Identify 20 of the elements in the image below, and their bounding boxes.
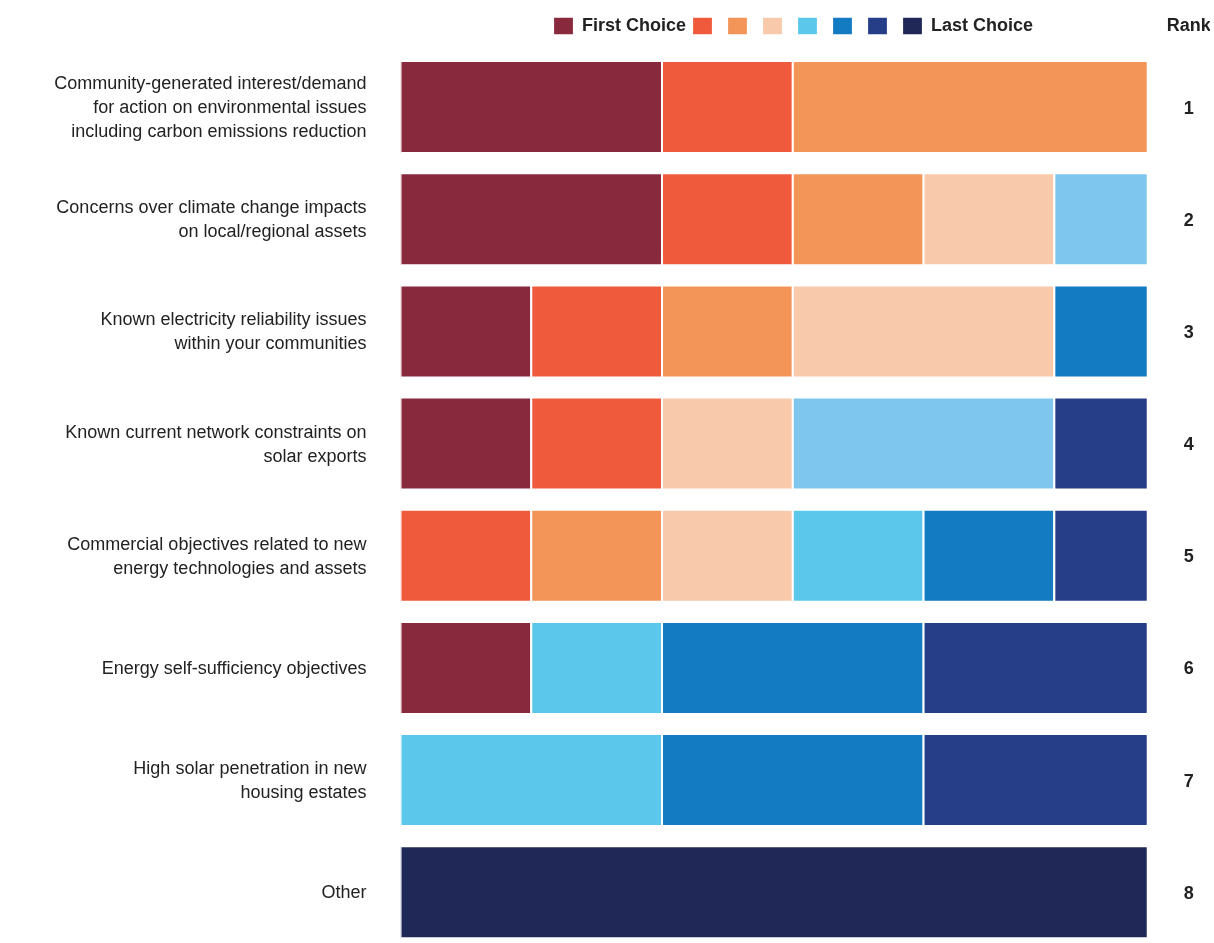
text: 3 (1183, 321, 1194, 342)
y-tick-label: Community-generated interest/demand for action on environmental issues including carbon emissions reduction (54, 73, 367, 142)
y-tick-label: Commercial objectives related to new energy technologies and assets (67, 533, 368, 578)
y-tick-label: Other (321, 882, 367, 903)
y-tick-label: High solar penetration in new housing estates (133, 758, 368, 803)
y-tick-label: Concerns over climate change impacts on local/regional assets (56, 197, 367, 242)
y-tick-label: Known electricity reliability issues within your communities (100, 309, 367, 354)
y-tick-label: Energy self-sufficiency objectives (101, 657, 367, 678)
text: 1 (1183, 97, 1194, 118)
legend-label: First Choice (582, 15, 687, 36)
bar (400, 845, 1149, 940)
text: Rank (1166, 15, 1212, 36)
text: 8 (1183, 882, 1194, 903)
text: 7 (1183, 770, 1194, 791)
y-tick-label: Known current network constraints on solar exports (65, 421, 367, 466)
text: 4 (1183, 434, 1194, 455)
text: 2 (1183, 209, 1194, 230)
legend-label: Last Choice (931, 15, 1034, 36)
text: 6 (1183, 658, 1194, 679)
text: 5 (1183, 546, 1194, 567)
